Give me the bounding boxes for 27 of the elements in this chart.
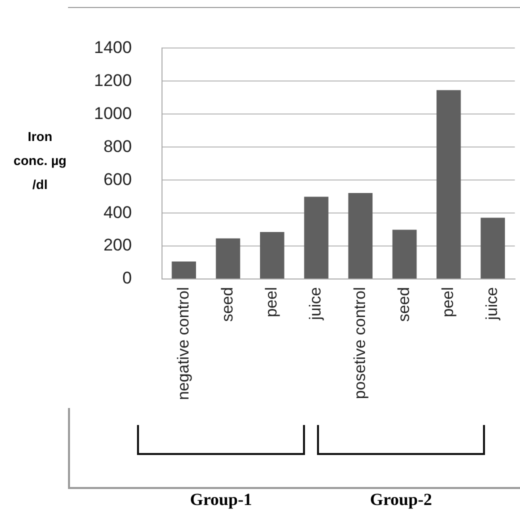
x-tick-label: posetive control — [352, 287, 369, 400]
bar — [304, 196, 328, 279]
x-tick-label: peel — [264, 287, 281, 318]
x-tick-label: seed — [396, 287, 413, 322]
x-tick-label: negative control — [175, 287, 192, 400]
y-tick-label: 200 — [103, 236, 132, 255]
bar — [392, 230, 417, 279]
text: Group-1 — [188, 490, 254, 510]
y-tick-label: 400 — [103, 202, 132, 222]
bar — [480, 218, 505, 279]
bar — [348, 192, 373, 279]
x-tick-label: peel — [440, 287, 458, 318]
y-tick-label: 800 — [103, 136, 132, 156]
y-tick-label: 1400 — [94, 38, 132, 57]
y-tick-label: 1000 — [94, 104, 132, 123]
bar — [216, 238, 240, 279]
bar — [172, 262, 196, 279]
y-tick-label: 600 — [103, 170, 132, 189]
x-tick-label: juice — [484, 286, 502, 321]
bar — [260, 232, 284, 279]
y-axis-title: Iron conc. µg /dl — [12, 128, 68, 194]
y-tick-label: 0 — [122, 268, 132, 288]
x-tick-label: seed — [219, 287, 236, 322]
x-tick-label: juice — [308, 286, 325, 321]
bar — [436, 90, 461, 279]
y-tick-label: 1200 — [94, 70, 132, 90]
text: Group-2 — [368, 490, 434, 510]
